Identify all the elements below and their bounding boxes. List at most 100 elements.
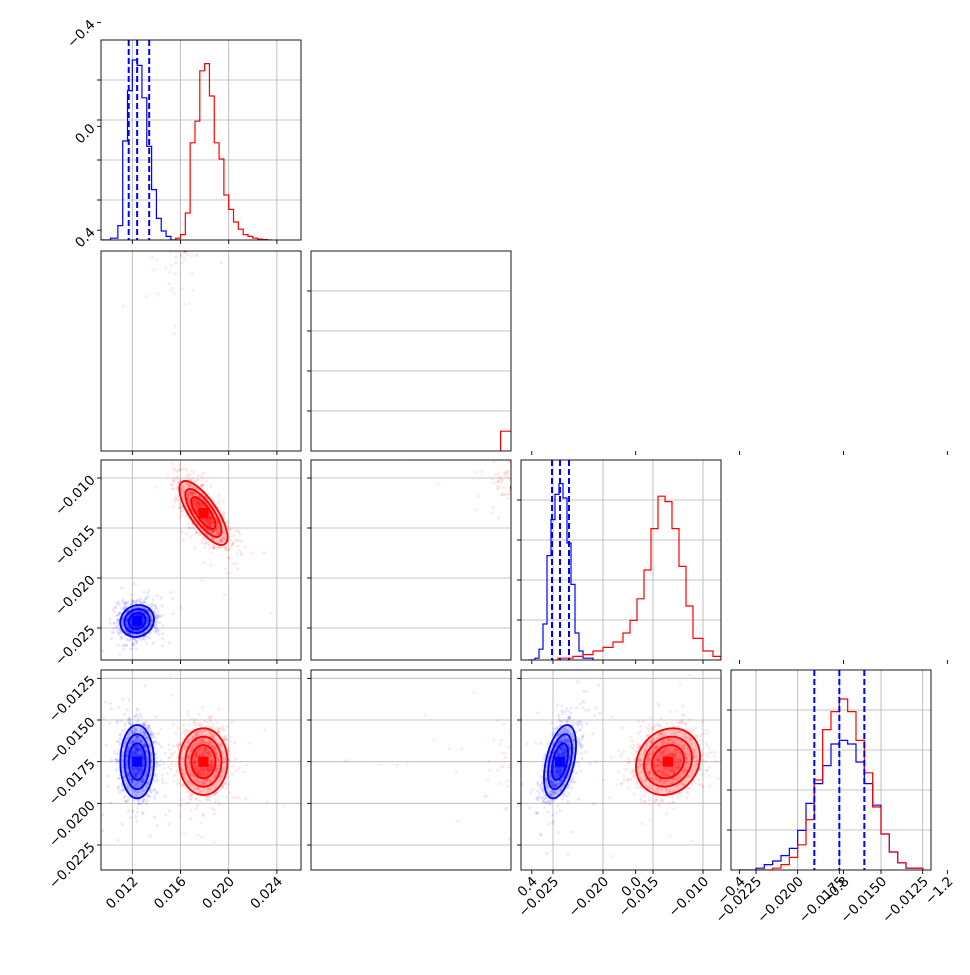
scatter-point [130,52,133,55]
scatter-point [143,48,146,51]
scatter-point [149,55,152,58]
scatter-point [704,611,707,614]
scatter-point [145,52,148,55]
scatter-point [136,19,139,22]
scatter-point [201,164,204,167]
scatter-point [204,172,207,175]
scatter-point [228,556,231,559]
scatter-point [192,200,195,203]
scatter-point [730,630,733,633]
scatter-point [152,35,155,38]
scatter-point [198,220,201,223]
scatter-point [236,95,239,98]
scatter-point [717,628,720,631]
scatter-point [201,189,204,192]
scatter-point [731,618,734,621]
scatter-point [145,64,148,67]
scatter-point [160,36,163,39]
scatter-point [130,25,133,28]
scatter-point [184,194,187,197]
scatter-point [197,154,200,157]
scatter-point [195,163,198,166]
scatter-point [681,611,684,614]
scatter-point [200,184,203,187]
scatter-point [162,434,165,437]
scatter-point [140,25,143,28]
scatter-point [126,35,129,38]
scatter-point [116,63,119,66]
scatter-point [208,97,211,100]
scatter-point [201,154,204,157]
scatter-point [198,235,201,238]
scatter-point [140,39,143,42]
scatter-point [200,170,203,173]
scatter-point [710,617,713,620]
scatter-point [213,148,216,151]
scatter-point [196,151,199,154]
scatter-point [698,600,701,603]
scatter-point [202,201,205,204]
scatter-point [208,182,211,185]
scatter-point [144,34,147,37]
scatter-point [172,612,175,615]
scatter-point [138,52,141,55]
scatter-point [205,175,208,178]
scatter-point [194,195,197,198]
scatter-point [160,37,163,40]
scatter-point [112,627,115,630]
scatter-point [218,499,221,502]
scatter-point [206,187,209,190]
scatter-point [134,36,137,39]
scatter-point [131,42,134,45]
scatter-point [705,612,708,615]
scatter-point [217,209,220,212]
scatter-point [223,134,226,137]
scatter-point [133,72,136,75]
scatter-point [141,22,144,25]
scatter-point [695,615,698,618]
scatter-point [203,163,206,166]
scatter-point [135,36,138,39]
scatter-point [115,627,118,630]
scatter-point [721,630,724,633]
scatter-point [152,63,155,66]
scatter-point [137,454,140,457]
scatter-point [128,29,131,32]
scatter-point [672,606,675,609]
scatter-point [201,157,204,160]
scatter-point [144,16,147,19]
scatter-point [206,164,209,167]
scatter-point [196,215,199,218]
scatter-point [139,22,142,25]
scatter-point [727,631,730,634]
scatter-point [196,210,199,213]
scatter-point [122,71,125,74]
scatter-point [219,169,222,172]
scatter-point [192,192,195,195]
scatter-point [180,606,183,609]
scatter-point [201,203,204,206]
scatter-point [230,156,233,159]
scatter-point [139,51,142,54]
scatter-point [722,627,725,630]
scatter-point [736,611,739,614]
panel-0-0-content [101,40,301,240]
scatter-point [128,29,131,32]
scatter-point [186,183,189,186]
scatter-point [143,41,146,44]
scatter-point [738,615,741,618]
scatter-point [198,176,201,179]
scatter-point [133,71,136,74]
scatter-point [211,148,214,151]
scatter-point [156,41,159,44]
scatter-point [724,618,727,621]
scatter-point [731,628,734,631]
scatter-point [130,21,133,24]
scatter-point [175,199,178,202]
scatter-point [187,218,190,221]
scatter-point [197,168,200,171]
scatter-point [140,61,143,64]
scatter-point [120,35,123,38]
scatter-point [704,611,707,614]
scatter-point [215,139,218,142]
